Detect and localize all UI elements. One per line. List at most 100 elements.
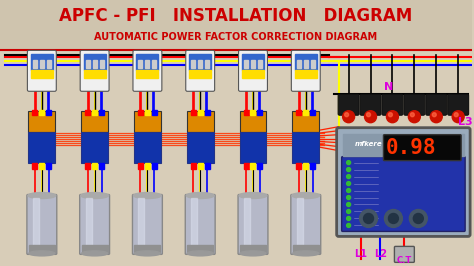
- FancyBboxPatch shape: [239, 111, 266, 132]
- Bar: [250, 163, 255, 169]
- Circle shape: [432, 113, 436, 117]
- Text: L2: L2: [374, 250, 387, 259]
- Circle shape: [430, 111, 442, 123]
- Ellipse shape: [292, 193, 320, 198]
- Bar: [191, 60, 195, 68]
- Circle shape: [410, 113, 414, 117]
- FancyBboxPatch shape: [185, 194, 215, 254]
- Bar: [189, 54, 211, 70]
- Bar: [244, 198, 250, 251]
- Bar: [138, 60, 142, 68]
- Circle shape: [346, 210, 351, 214]
- Bar: [46, 110, 51, 115]
- FancyBboxPatch shape: [291, 194, 321, 254]
- Circle shape: [389, 214, 399, 223]
- Bar: [297, 60, 301, 68]
- Circle shape: [346, 217, 351, 221]
- Bar: [152, 163, 157, 169]
- Bar: [84, 70, 106, 78]
- FancyBboxPatch shape: [81, 132, 108, 163]
- Bar: [205, 60, 209, 68]
- Bar: [304, 60, 308, 68]
- Bar: [86, 198, 91, 251]
- Ellipse shape: [293, 251, 319, 256]
- Circle shape: [360, 210, 377, 227]
- Bar: [39, 110, 45, 115]
- Circle shape: [343, 111, 355, 123]
- Bar: [303, 110, 308, 115]
- Bar: [33, 60, 37, 68]
- Bar: [152, 110, 157, 115]
- Bar: [40, 60, 44, 68]
- Bar: [297, 198, 303, 251]
- Bar: [137, 54, 158, 70]
- Circle shape: [346, 168, 351, 172]
- Ellipse shape: [135, 251, 160, 256]
- FancyBboxPatch shape: [133, 50, 162, 91]
- Bar: [138, 163, 143, 169]
- Bar: [84, 54, 106, 70]
- Bar: [85, 163, 90, 169]
- Bar: [92, 163, 97, 169]
- Circle shape: [366, 113, 371, 117]
- FancyBboxPatch shape: [186, 50, 215, 91]
- FancyBboxPatch shape: [337, 128, 470, 236]
- Bar: [31, 70, 53, 78]
- Bar: [303, 163, 308, 169]
- Ellipse shape: [187, 251, 213, 256]
- Bar: [138, 110, 143, 115]
- Circle shape: [386, 111, 399, 123]
- FancyBboxPatch shape: [28, 111, 55, 132]
- Bar: [191, 110, 196, 115]
- Bar: [240, 246, 266, 253]
- FancyBboxPatch shape: [187, 132, 214, 163]
- FancyBboxPatch shape: [383, 135, 461, 161]
- FancyBboxPatch shape: [187, 111, 214, 132]
- Bar: [295, 70, 317, 78]
- Ellipse shape: [29, 251, 55, 256]
- Bar: [29, 246, 55, 253]
- FancyBboxPatch shape: [394, 246, 414, 262]
- Bar: [0, 0, 472, 50]
- Circle shape: [389, 113, 392, 117]
- FancyBboxPatch shape: [238, 50, 267, 91]
- FancyBboxPatch shape: [338, 94, 359, 115]
- Bar: [296, 163, 301, 169]
- Bar: [92, 110, 97, 115]
- FancyBboxPatch shape: [238, 194, 268, 254]
- Bar: [198, 60, 202, 68]
- Circle shape: [365, 111, 376, 123]
- Circle shape: [346, 182, 351, 186]
- Circle shape: [346, 161, 351, 165]
- Bar: [343, 134, 464, 156]
- Text: APFC - PFI   INSTALLATION   DIAGRAM: APFC - PFI INSTALLATION DIAGRAM: [59, 7, 413, 25]
- Text: L1: L1: [354, 250, 367, 259]
- Circle shape: [346, 196, 351, 200]
- Bar: [293, 246, 319, 253]
- Bar: [32, 163, 37, 169]
- Bar: [311, 60, 315, 68]
- Circle shape: [346, 223, 351, 227]
- Bar: [100, 60, 104, 68]
- Bar: [310, 163, 315, 169]
- Bar: [296, 110, 301, 115]
- FancyBboxPatch shape: [239, 132, 266, 163]
- FancyBboxPatch shape: [404, 94, 425, 115]
- FancyBboxPatch shape: [80, 194, 109, 254]
- FancyBboxPatch shape: [342, 157, 465, 231]
- Text: N: N: [384, 82, 393, 92]
- Bar: [145, 110, 150, 115]
- Ellipse shape: [82, 251, 108, 256]
- Circle shape: [409, 111, 420, 123]
- Bar: [257, 110, 263, 115]
- Circle shape: [346, 189, 351, 193]
- Bar: [46, 163, 51, 169]
- FancyBboxPatch shape: [382, 94, 403, 115]
- FancyBboxPatch shape: [81, 111, 108, 132]
- Bar: [152, 60, 156, 68]
- Bar: [39, 163, 45, 169]
- Ellipse shape: [28, 193, 56, 198]
- Bar: [244, 110, 248, 115]
- Text: L3: L3: [458, 117, 473, 127]
- Bar: [189, 70, 211, 78]
